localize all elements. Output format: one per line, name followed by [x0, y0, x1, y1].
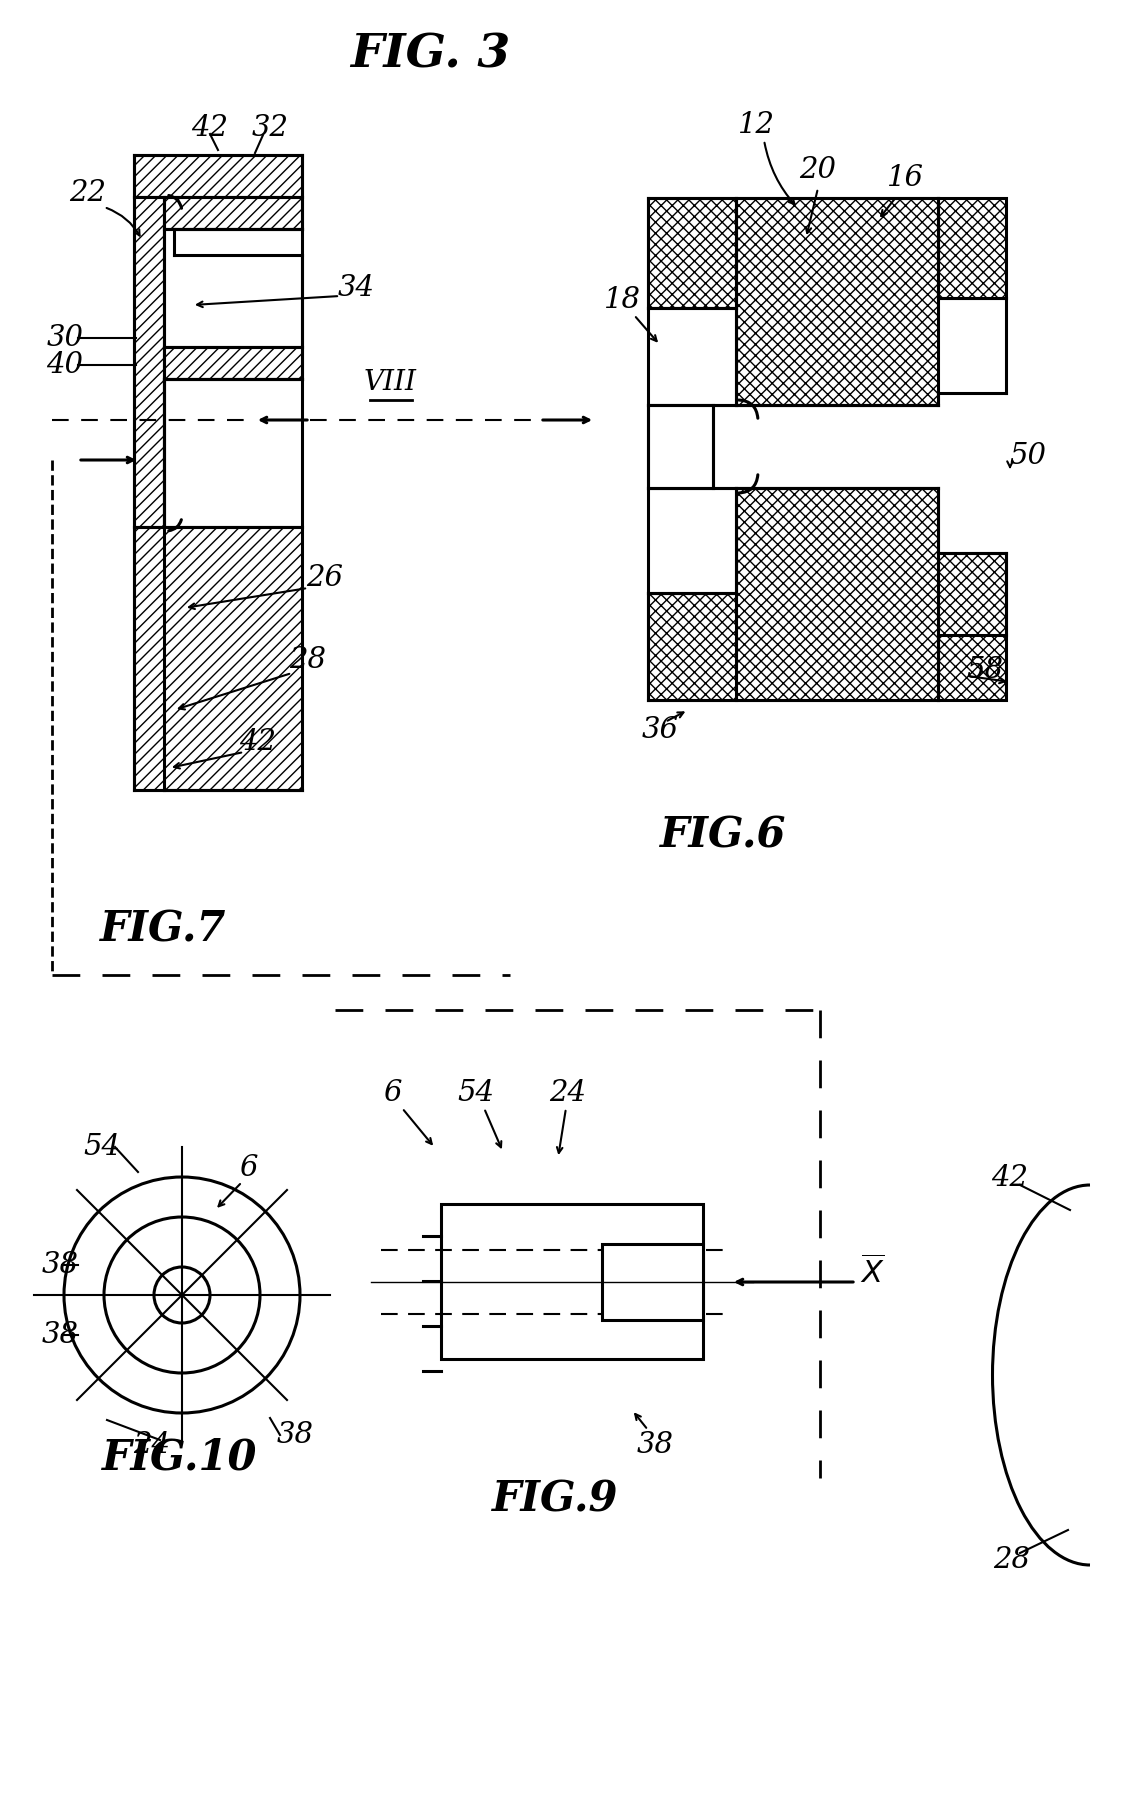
Bar: [647, 197, 736, 309]
Bar: [164, 230, 302, 346]
Text: 42: 42: [191, 115, 229, 142]
Bar: [164, 346, 302, 379]
Bar: [647, 592, 736, 700]
Text: FIG. 3: FIG. 3: [350, 32, 510, 77]
Text: 28: 28: [289, 646, 327, 673]
Text: 38: 38: [42, 1251, 79, 1280]
Bar: [164, 379, 302, 528]
Text: 50: 50: [1010, 442, 1046, 470]
Circle shape: [104, 1217, 260, 1373]
Bar: [164, 197, 302, 230]
Bar: [647, 309, 736, 406]
Text: FIG.7: FIG.7: [100, 908, 226, 951]
Text: 16: 16: [886, 163, 923, 192]
Bar: [134, 154, 302, 197]
Bar: [647, 197, 736, 309]
Text: 38: 38: [636, 1431, 673, 1459]
Text: VIII: VIII: [364, 368, 417, 395]
Text: 42: 42: [992, 1163, 1028, 1192]
Text: 54: 54: [457, 1079, 494, 1108]
Bar: [134, 197, 164, 528]
Bar: [164, 197, 302, 230]
Text: 20: 20: [799, 156, 837, 185]
Text: 32: 32: [251, 115, 288, 142]
Bar: [134, 528, 302, 790]
Text: 18: 18: [604, 285, 641, 314]
Text: 26: 26: [306, 564, 343, 592]
Bar: [602, 1244, 703, 1319]
Bar: [441, 1204, 703, 1359]
Text: 54: 54: [83, 1133, 120, 1161]
Text: 30: 30: [46, 325, 83, 352]
Bar: [938, 553, 1006, 700]
Text: FIG.9: FIG.9: [492, 1479, 618, 1520]
Bar: [736, 488, 938, 700]
Text: 38: 38: [42, 1321, 79, 1350]
Text: $\overline{X}$: $\overline{X}$: [859, 1256, 884, 1291]
Text: 58: 58: [966, 655, 1003, 684]
Bar: [938, 197, 1006, 298]
Circle shape: [154, 1267, 211, 1323]
Text: FIG.10: FIG.10: [102, 1438, 258, 1479]
Bar: [647, 406, 713, 488]
Text: 24: 24: [134, 1431, 170, 1459]
Bar: [647, 592, 736, 700]
Text: 22: 22: [70, 180, 107, 206]
Text: 34: 34: [338, 275, 375, 302]
Text: 6: 6: [239, 1154, 257, 1181]
Bar: [938, 553, 1006, 700]
Bar: [938, 197, 1006, 298]
Text: 6: 6: [383, 1079, 401, 1108]
Text: 12: 12: [738, 111, 775, 138]
Text: 38: 38: [277, 1422, 313, 1449]
Text: 40: 40: [46, 352, 83, 379]
Bar: [134, 528, 302, 790]
Bar: [134, 197, 164, 528]
Bar: [134, 154, 302, 197]
Bar: [736, 488, 938, 700]
Text: 28: 28: [993, 1545, 1030, 1574]
Circle shape: [64, 1178, 300, 1413]
Text: FIG.6: FIG.6: [660, 813, 786, 856]
Bar: [164, 346, 302, 379]
Text: 36: 36: [642, 716, 679, 743]
Bar: [736, 197, 938, 406]
Text: 42: 42: [240, 729, 277, 756]
Text: 24: 24: [549, 1079, 587, 1108]
Bar: [647, 488, 736, 592]
Bar: [736, 197, 938, 406]
